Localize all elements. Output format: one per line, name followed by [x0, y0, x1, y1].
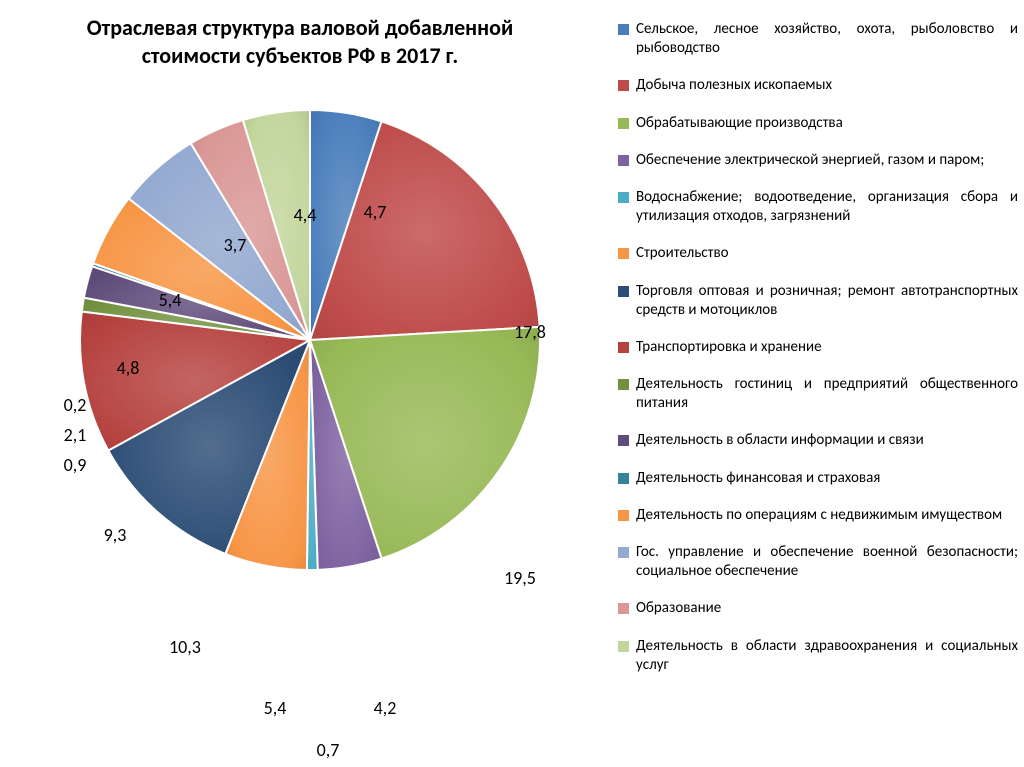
legend-item: Деятельность в области здравоохранения и… — [618, 637, 1018, 675]
pie-svg — [80, 110, 540, 570]
legend-item: Обрабатывающие производства — [618, 114, 1018, 133]
pie-data-label: 4,4 — [294, 204, 317, 226]
legend-item: Гос. управление и обеспечение военной бе… — [618, 543, 1018, 581]
legend-label: Добыча полезных ископаемых — [636, 76, 1018, 95]
legend-item: Водоснабжение; водоотведение, организаци… — [618, 188, 1018, 226]
legend-swatch — [618, 473, 629, 484]
legend-label: Гос. управление и обеспечение военной бе… — [636, 543, 1018, 581]
legend-label: Образование — [636, 599, 1018, 618]
pie-data-label: 5,4 — [264, 697, 287, 719]
pie-data-label: 4,2 — [374, 697, 397, 719]
legend-item: Деятельность в области информации и связ… — [618, 431, 1018, 450]
legend-swatch — [618, 24, 629, 35]
legend-swatch — [618, 80, 629, 91]
legend-swatch — [618, 248, 629, 259]
legend-swatch — [618, 510, 629, 521]
legend-item: Торговля оптовая и розничная; ремонт авт… — [618, 282, 1018, 320]
pie-data-label: 17,8 — [514, 321, 546, 343]
legend-swatch — [618, 379, 629, 390]
legend-label: Обеспечение электрической энергией, газо… — [636, 151, 1018, 170]
pie-data-label: 0,2 — [64, 394, 87, 416]
legend-swatch — [618, 435, 629, 446]
legend-label: Торговля оптовая и розничная; ремонт авт… — [636, 282, 1018, 320]
legend-label: Строительство — [636, 244, 1018, 263]
legend-item: Добыча полезных ископаемых — [618, 76, 1018, 95]
legend-label: Деятельность в области информации и связ… — [636, 431, 1018, 450]
pie-data-label: 2,1 — [64, 424, 87, 446]
pie-data-label: 19,5 — [504, 567, 536, 589]
legend-swatch — [618, 641, 629, 652]
legend-item: Строительство — [618, 244, 1018, 263]
legend-item: Транспортировка и хранение — [618, 338, 1018, 357]
pie-data-label: 5,4 — [159, 289, 182, 311]
legend-label: Деятельность в области здравоохранения и… — [636, 637, 1018, 675]
legend-swatch — [618, 547, 629, 558]
legend-swatch — [618, 286, 629, 297]
legend-swatch — [618, 118, 629, 129]
legend-label: Деятельность по операциям с недвижимым и… — [636, 506, 1018, 525]
legend-label: Деятельность финансовая и страховая — [636, 469, 1018, 488]
legend-label: Обрабатывающие производства — [636, 114, 1018, 133]
pie-data-label: 0,7 — [317, 739, 340, 761]
legend-label: Сельское, лесное хозяйство, охота, рыбол… — [636, 20, 1018, 58]
page-root: Отраслевая структура валовой добавленной… — [0, 0, 1024, 767]
legend-item: Деятельность финансовая и страховая — [618, 469, 1018, 488]
pie-data-label: 3,7 — [224, 234, 247, 256]
legend-item: Сельское, лесное хозяйство, охота, рыбол… — [618, 20, 1018, 58]
legend-item: Образование — [618, 599, 1018, 618]
chart-title: Отраслевая структура валовой добавленной… — [30, 14, 570, 69]
legend-swatch — [618, 342, 629, 353]
pie-data-label: 0,9 — [64, 454, 87, 476]
legend-label: Транспортировка и хранение — [636, 338, 1018, 357]
legend-swatch — [618, 603, 629, 614]
pie-chart — [80, 110, 540, 570]
legend-item: Деятельность гостиниц и предприятий обще… — [618, 375, 1018, 413]
legend-label: Водоснабжение; водоотведение, организаци… — [636, 188, 1018, 226]
pie-data-label: 10,3 — [169, 636, 201, 658]
legend-swatch — [618, 192, 629, 203]
pie-data-label: 9,3 — [104, 524, 127, 546]
pie-data-label: 4,8 — [117, 357, 140, 379]
legend-item: Обеспечение электрической энергией, газо… — [618, 151, 1018, 170]
legend-item: Деятельность по операциям с недвижимым и… — [618, 506, 1018, 525]
legend: Сельское, лесное хозяйство, охота, рыбол… — [618, 20, 1018, 693]
legend-swatch — [618, 155, 629, 166]
pie-data-label: 4,7 — [364, 201, 387, 223]
legend-label: Деятельность гостиниц и предприятий обще… — [636, 375, 1018, 413]
